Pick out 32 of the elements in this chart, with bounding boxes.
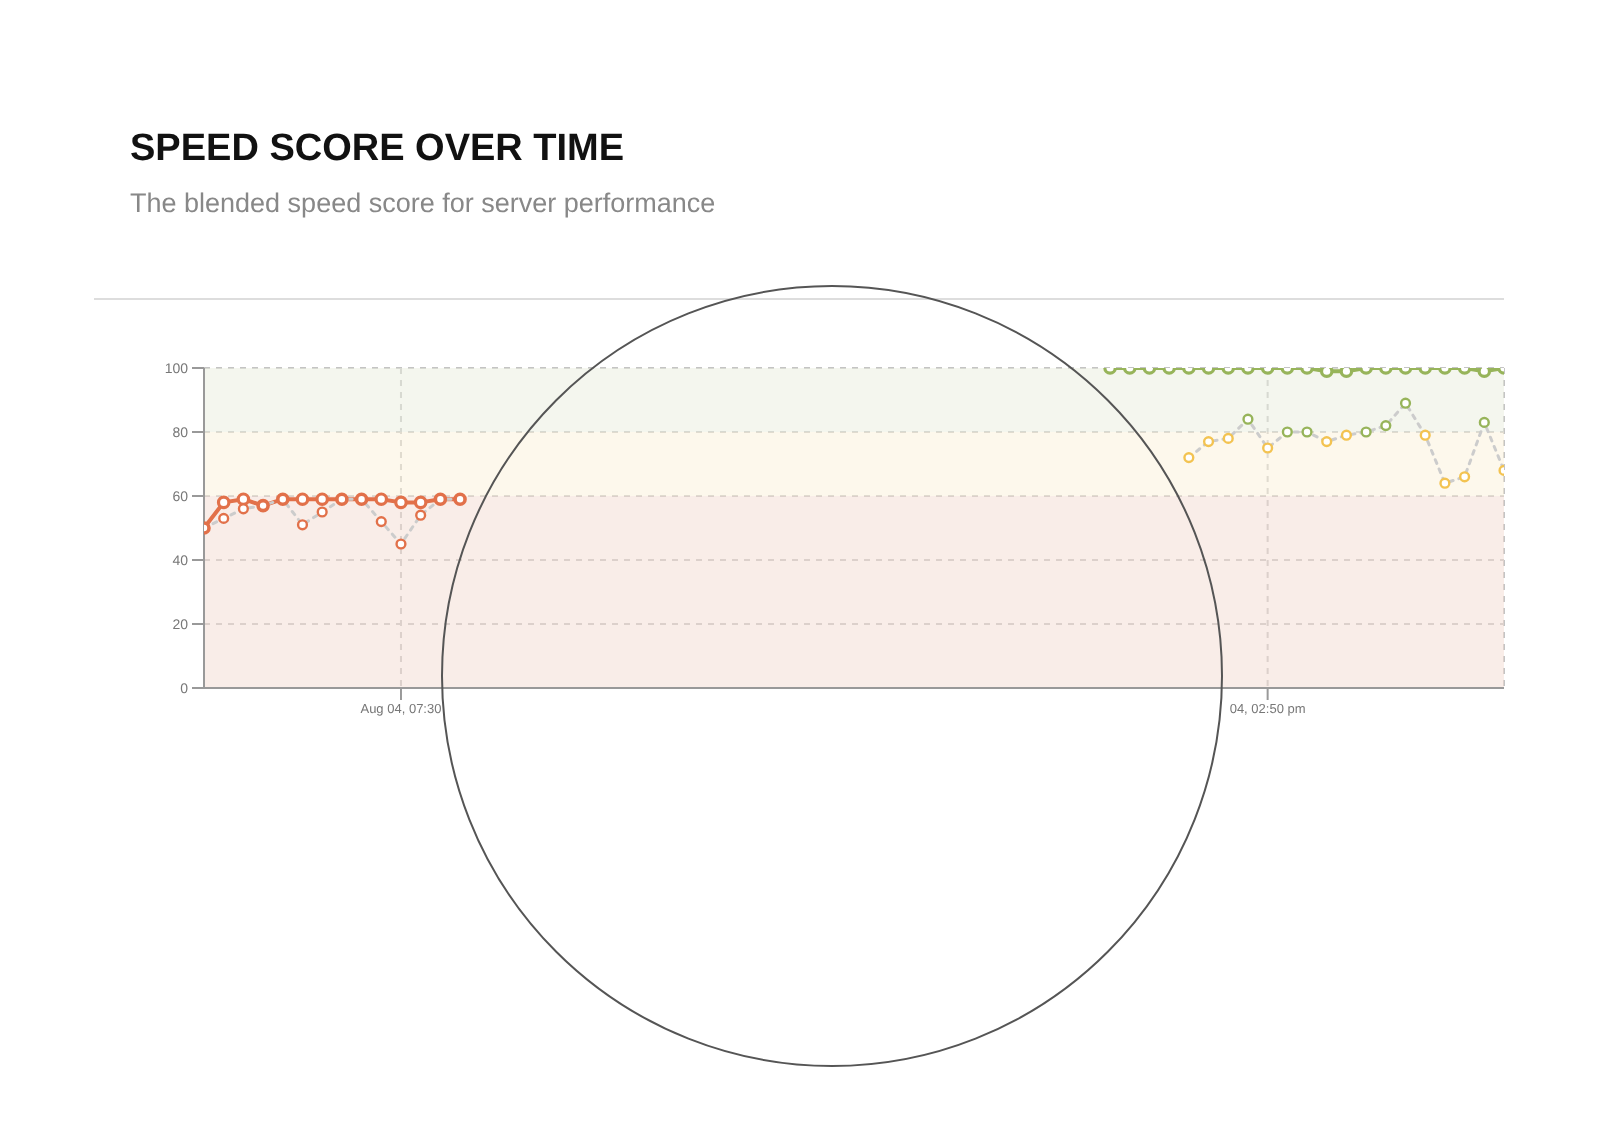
point: [1242, 413, 1254, 425]
point: [236, 492, 251, 506]
point: [395, 538, 407, 550]
point: [1340, 429, 1353, 441]
point: [1321, 436, 1333, 448]
point: [1301, 426, 1313, 438]
point: [296, 519, 309, 531]
point: [1478, 416, 1490, 428]
point: [1360, 426, 1372, 438]
point: [295, 492, 310, 506]
point: [1222, 432, 1234, 444]
point: [237, 503, 249, 515]
point: [413, 495, 428, 510]
point: [375, 516, 387, 528]
point: [1459, 471, 1471, 483]
point: [415, 509, 427, 521]
point: [1439, 477, 1451, 489]
chart-title: SPEED SCORE OVER TIME: [130, 128, 625, 172]
point: [316, 506, 328, 518]
point: [1419, 429, 1431, 441]
point: [1262, 442, 1274, 454]
point: [1202, 436, 1215, 448]
point: [1380, 420, 1392, 432]
point: [374, 492, 389, 506]
point: [1183, 452, 1195, 464]
chart-subtitle: The blended speed score for server performance: [130, 188, 716, 218]
point: [1399, 397, 1412, 409]
point: [218, 512, 230, 524]
point: [1281, 426, 1293, 438]
point: [315, 492, 329, 506]
point: [216, 495, 231, 510]
point: [394, 495, 408, 510]
